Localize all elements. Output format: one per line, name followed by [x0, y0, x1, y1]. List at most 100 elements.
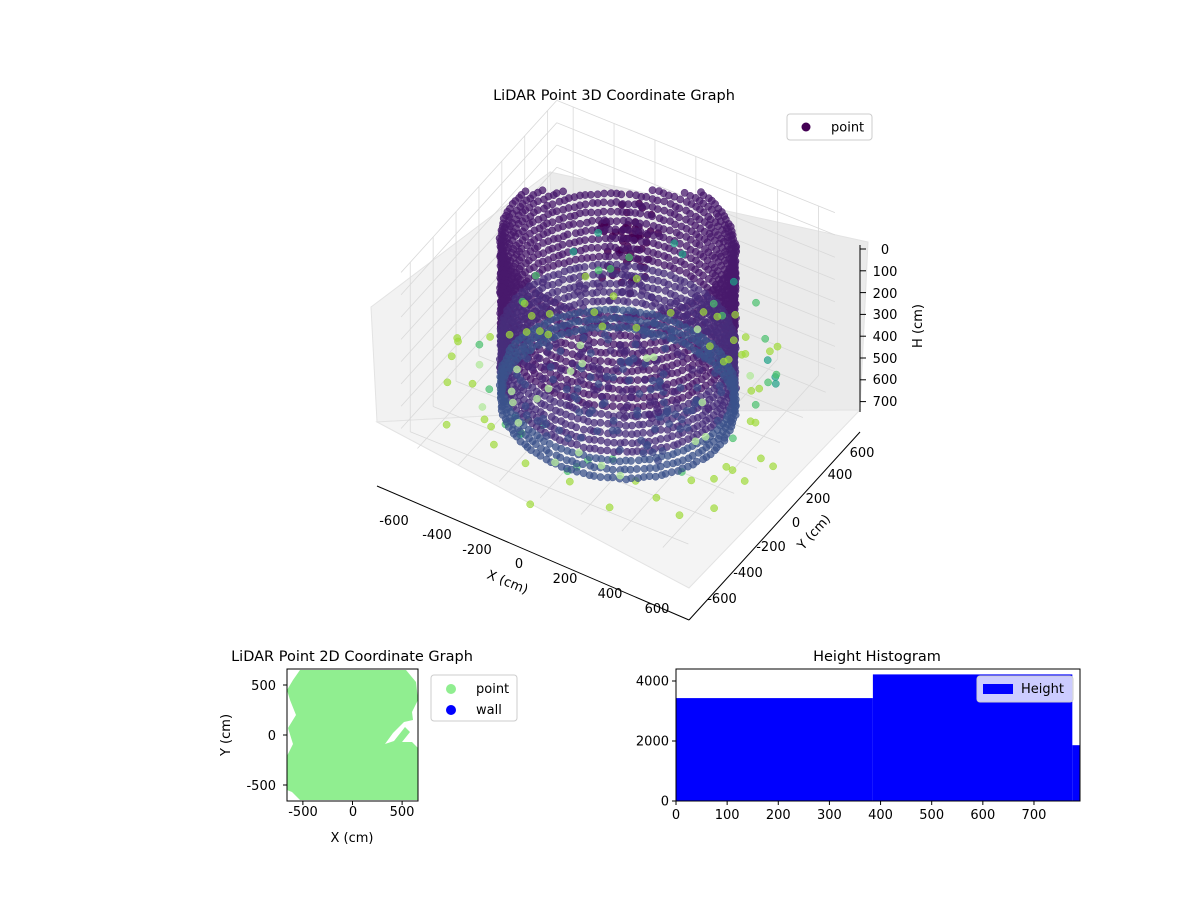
scatter-3d-point — [525, 292, 533, 301]
scatter-3d-point — [597, 455, 606, 463]
scatter-3d-point — [594, 380, 603, 388]
scatter-3d-point — [654, 456, 662, 465]
scatter-3d-point — [636, 209, 645, 218]
scatter-3d-point — [588, 217, 596, 225]
y-tick-label: 0 — [792, 516, 800, 531]
scatter-3d-point — [682, 233, 691, 241]
scatter-3d-point — [555, 426, 563, 435]
scatter-3d-point — [552, 207, 561, 216]
scatter-3d-point — [682, 242, 691, 250]
z-tick-label: 0 — [881, 243, 889, 258]
scatter-3d-point — [590, 436, 599, 444]
scatter-3d-point — [604, 357, 612, 366]
scatter-3d-point — [599, 207, 608, 216]
scatter-3d-point — [625, 306, 633, 315]
scatter-3d-point — [728, 466, 737, 474]
scatter-3d-point — [638, 299, 647, 308]
scatter-2d-area — [287, 669, 418, 800]
scatter-3d-point — [521, 431, 530, 439]
scatter-3d-point — [654, 330, 663, 339]
scatter-3d-point — [687, 263, 696, 271]
scatter-3d-point — [577, 376, 585, 385]
scatter-3d-point — [604, 411, 613, 419]
scatter-3d-point — [680, 188, 689, 197]
scatter-3d-point — [624, 200, 633, 209]
legend-3d-marker — [801, 122, 811, 132]
chart-3d-title: LiDAR Point 3D Coordinate Graph — [493, 88, 735, 104]
x-tick-label: 0 — [672, 808, 680, 823]
scatter-3d-point — [588, 253, 597, 262]
scatter-3d-point — [475, 340, 484, 349]
y-tick-label: -400 — [733, 566, 763, 581]
scatter-3d-point — [579, 469, 588, 478]
scatter-3d-point — [544, 384, 553, 393]
scatter-3d-point — [516, 376, 525, 385]
scatter-3d-point — [648, 186, 657, 195]
x-tick-label: 100 — [715, 808, 740, 823]
scatter-3d-point — [527, 312, 536, 320]
scatter-3d-point — [642, 354, 651, 362]
scatter-3d-point — [666, 217, 674, 225]
scatter-3d-point — [585, 409, 594, 418]
scatter-3d-point — [533, 417, 542, 425]
scatter-3d-point — [603, 446, 612, 455]
z-tick-label: 700 — [873, 395, 898, 410]
scatter-3d-point — [593, 288, 601, 297]
scatter-3d-point — [569, 247, 578, 256]
scatter-3d-point — [559, 275, 567, 284]
y-tick-label: 500 — [251, 679, 276, 694]
scatter-3d-point — [543, 299, 552, 307]
scatter-3d-point — [713, 312, 722, 321]
scatter-3d-point — [623, 271, 632, 280]
scatter-3d-point — [520, 299, 529, 308]
scatter-3d-point — [598, 400, 607, 409]
grid-line — [400, 100, 558, 273]
x-axis-label: X (cm) — [485, 568, 530, 598]
scatter-3d-point — [651, 346, 660, 355]
scatter-3d-point — [548, 218, 557, 227]
scatter-3d-point — [678, 352, 686, 361]
scatter-3d-point — [606, 207, 615, 216]
scatter-3d-point — [532, 271, 540, 280]
scatter-3d-point — [642, 229, 651, 238]
scatter-3d-point — [628, 387, 636, 396]
scatter-3d-point — [649, 319, 658, 328]
scatter-3d-point — [556, 366, 565, 375]
scatter-3d-point — [676, 283, 684, 292]
scatter-3d-point — [454, 337, 462, 346]
scatter-3d-point — [490, 440, 498, 449]
scatter-3d-point — [569, 220, 578, 228]
scatter-3d-point — [588, 362, 597, 371]
scatter-3d-point — [618, 208, 627, 216]
scatter-3d-point — [659, 370, 668, 379]
scatter-3d-point — [751, 400, 760, 409]
scatter-3d-point — [608, 473, 617, 482]
scatter-3d-point — [660, 206, 669, 215]
plot-histogram: Height Histogram 0 100 200 300 400 500 600 700 … — [636, 649, 1081, 823]
scatter-3d-point — [542, 432, 551, 440]
scatter-3d-point — [609, 292, 618, 300]
scatter-3d-point — [688, 365, 697, 374]
scatter-3d-point — [715, 382, 724, 390]
scatter-3d-point — [590, 472, 598, 480]
x-tick-label: 700 — [1022, 808, 1047, 823]
scatter-3d-point — [509, 398, 517, 407]
scatter-3d-point — [598, 322, 607, 331]
scatter-3d-point — [554, 270, 563, 279]
scatter-3d-point — [660, 398, 668, 407]
scatter-3d-point — [658, 447, 667, 455]
scatter-3d-point — [672, 398, 681, 407]
scatter-3d-point — [648, 310, 657, 318]
scatter-3d-point — [636, 308, 645, 317]
scatter-3d-point — [662, 383, 671, 392]
scatter-3d-point — [606, 279, 615, 288]
scatter-3d-point — [608, 465, 617, 474]
scatter-3d-point — [688, 406, 696, 415]
scatter-3d-point — [553, 287, 562, 296]
scatter-3d-point — [600, 216, 609, 225]
scatter-3d-point — [568, 457, 576, 465]
scatter-3d-point — [654, 408, 663, 417]
scatter-3d-point — [605, 503, 614, 512]
scatter-3d-point — [661, 344, 670, 353]
scatter-3d-point — [579, 334, 588, 342]
